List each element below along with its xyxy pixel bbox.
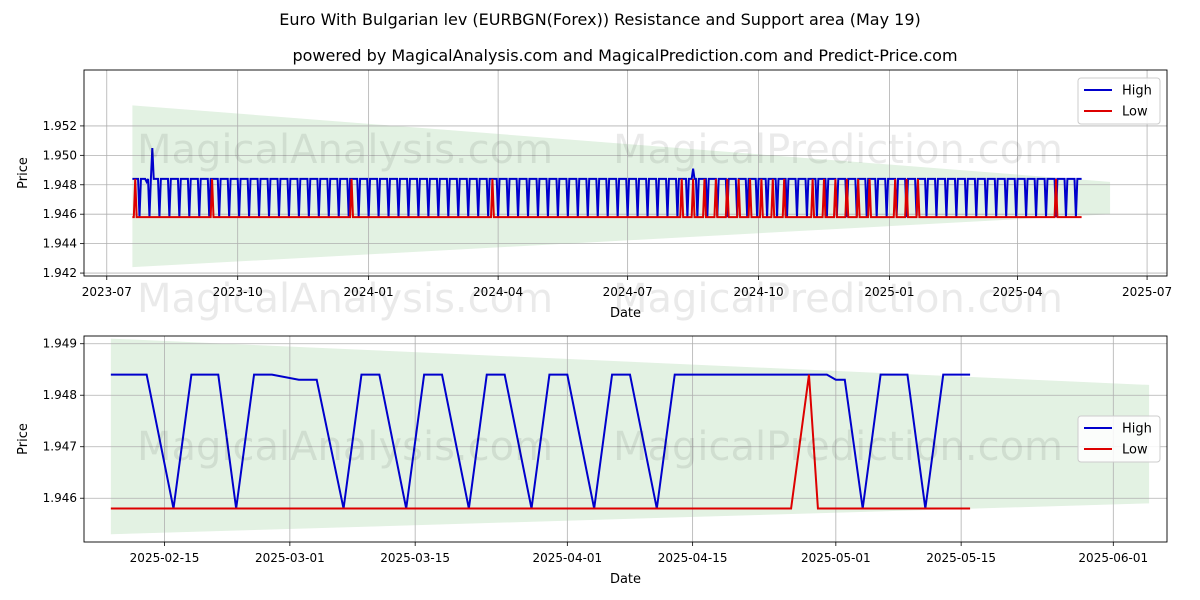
x-tick-label: 2025-01 xyxy=(864,285,914,299)
watermark-text: MagicalPrediction.com xyxy=(613,276,1063,322)
plot-frame xyxy=(83,335,1168,543)
legend-entry: High xyxy=(1122,422,1152,437)
y-tick-label: 1.950 xyxy=(43,148,77,162)
chart-subtitle: powered by MagicalAnalysis.com and Magic… xyxy=(292,46,958,65)
x-axis-label: Date xyxy=(610,306,641,321)
support-resistance-band xyxy=(110,338,1150,535)
x-tick-label: 2025-05-01 xyxy=(801,551,871,565)
high-series-line xyxy=(132,147,1082,218)
plot-frame xyxy=(83,69,1168,277)
x-tick-label: 2024-04 xyxy=(473,285,523,299)
y-axis-label: Price xyxy=(16,423,31,455)
bottom-chart-panel: 2025-02-15 2025-03-01 2025-03-15 2025-04-01… xyxy=(16,335,1168,587)
y-tick-label: 1.947 xyxy=(43,440,77,454)
x-tick-label: 2025-07 xyxy=(1122,285,1172,299)
low-series-line xyxy=(110,374,971,510)
y-tick-label: 1.948 xyxy=(43,388,77,402)
x-tick-label: 2025-04-01 xyxy=(532,551,602,565)
legend: High Low xyxy=(1077,415,1161,463)
x-tick-label: 2025-04 xyxy=(993,285,1043,299)
watermark-text: MagicalPrediction.com xyxy=(613,424,1063,470)
chart-title: Euro With Bulgarian lev (EURBGN(Forex)) … xyxy=(279,10,921,29)
x-tick-label: 2025-03-01 xyxy=(255,551,325,565)
watermark-text: MagicalAnalysis.com xyxy=(137,276,553,322)
y-tick-label: 1.952 xyxy=(43,119,77,133)
x-tick-label: 2023-07 xyxy=(82,285,132,299)
x-axis-label: Date xyxy=(610,572,641,587)
watermark-text: MagicalAnalysis.com xyxy=(137,127,553,173)
y-tick-label: 1.949 xyxy=(43,337,77,351)
low-series-line xyxy=(132,178,1082,219)
y-tick-label: 1.944 xyxy=(43,237,77,251)
legend: High Low xyxy=(1077,77,1161,125)
high-series-line xyxy=(110,373,971,509)
y-tick-label: 1.946 xyxy=(43,491,77,505)
x-tick-label: 2025-04-15 xyxy=(658,551,728,565)
x-tick-label: 2024-01 xyxy=(344,285,394,299)
y-tick-label: 1.948 xyxy=(43,178,77,192)
legend-entry: Low xyxy=(1122,105,1148,120)
watermark-text: MagicalPrediction.com xyxy=(613,127,1063,173)
x-tick-label: 2025-06-01 xyxy=(1078,551,1148,565)
x-tick-label: 2024-07 xyxy=(603,285,653,299)
x-tick-label: 2025-05-15 xyxy=(926,551,996,565)
legend-entry: High xyxy=(1122,84,1152,99)
x-tick-label: 2023-10 xyxy=(213,285,263,299)
y-tick-label: 1.942 xyxy=(43,266,77,280)
x-tick-label: 2025-03-15 xyxy=(380,551,450,565)
legend-entry: Low xyxy=(1122,443,1148,458)
support-resistance-band xyxy=(132,105,1111,268)
watermark-text: MagicalAnalysis.com xyxy=(137,424,553,470)
y-tick-label: 1.946 xyxy=(43,207,77,221)
x-tick-label: 2024-10 xyxy=(733,285,783,299)
y-axis-label: Price xyxy=(16,157,31,189)
x-tick-label: 2025-02-15 xyxy=(130,551,200,565)
top-chart-panel: 2023-07 2023-10 2024-01 2024-04 2024-07 2024-… xyxy=(16,69,1172,322)
